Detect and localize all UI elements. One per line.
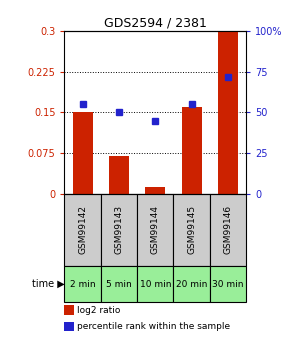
Text: 2 min: 2 min: [70, 279, 96, 288]
Bar: [145, 187, 165, 194]
Bar: [109, 156, 129, 194]
Bar: [64, 322, 74, 332]
Bar: [210, 194, 246, 266]
Text: 20 min: 20 min: [176, 279, 207, 288]
Bar: [101, 266, 137, 302]
Text: 10 min: 10 min: [139, 279, 171, 288]
Bar: [73, 112, 93, 194]
Text: GSM99144: GSM99144: [151, 205, 160, 254]
Text: GSM99146: GSM99146: [224, 205, 232, 254]
Text: 5 min: 5 min: [106, 279, 132, 288]
Text: 30 min: 30 min: [212, 279, 244, 288]
Bar: [173, 266, 210, 302]
Title: GDS2594 / 2381: GDS2594 / 2381: [104, 17, 207, 30]
Text: log2 ratio: log2 ratio: [77, 306, 120, 315]
Bar: [182, 107, 202, 194]
Bar: [64, 194, 101, 266]
Text: percentile rank within the sample: percentile rank within the sample: [77, 322, 230, 331]
Bar: [173, 194, 210, 266]
Bar: [210, 266, 246, 302]
Bar: [218, 31, 238, 194]
Text: GSM99143: GSM99143: [115, 205, 123, 254]
Text: GSM99142: GSM99142: [78, 205, 87, 254]
Bar: [137, 266, 173, 302]
Bar: [101, 194, 137, 266]
Text: time ▶: time ▶: [32, 279, 64, 289]
Bar: [137, 194, 173, 266]
Bar: [64, 266, 101, 302]
Bar: [64, 305, 74, 315]
Text: GSM99145: GSM99145: [187, 205, 196, 254]
